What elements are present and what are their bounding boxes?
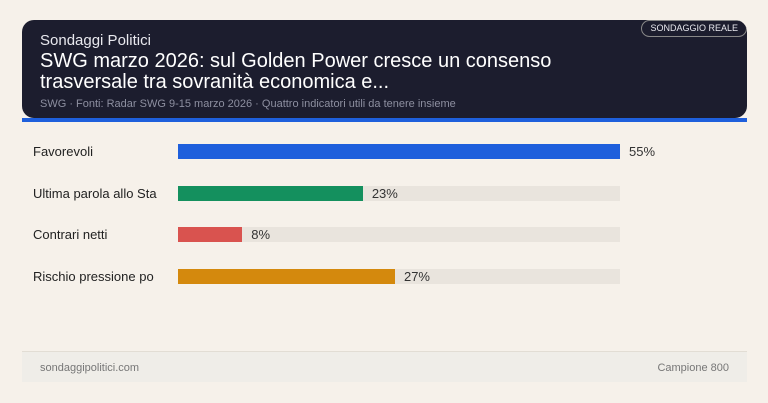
page-title: SWG marzo 2026: sul Golden Power cresce …	[40, 50, 552, 93]
bar-track	[178, 186, 620, 201]
bar-track	[178, 227, 620, 242]
footer: sondaggipolitici.com Campione 800	[22, 351, 747, 382]
category-label: Contrari netti	[33, 227, 108, 242]
header-card: Sondaggi Politici SWG marzo 2026: sul Go…	[22, 20, 747, 118]
category-label: Rischio pressione po	[33, 269, 154, 284]
bar	[178, 269, 395, 284]
category-label: Favorevoli	[33, 144, 93, 159]
bar	[178, 227, 243, 242]
site-link[interactable]: sondaggipolitici.com	[40, 362, 140, 374]
data-label: 8%	[251, 227, 271, 242]
bar	[178, 186, 363, 201]
bar-track	[178, 144, 620, 159]
sample-size: Campione 800	[657, 362, 729, 374]
data-label: 23%	[371, 186, 398, 201]
accent-line	[22, 118, 747, 122]
category-label: Ultima parola allo Sta	[33, 186, 157, 201]
subtitle: SWG · Fonti: Radar SWG 9-15 marzo 2026 ·…	[40, 98, 456, 110]
brand-name: Sondaggi Politici	[40, 32, 151, 49]
bar-track	[178, 269, 620, 284]
bar	[178, 144, 620, 159]
data-label: 27%	[403, 269, 430, 284]
data-label: 55%	[629, 144, 656, 159]
status-badge: SONDAGGIO REALE	[641, 20, 747, 37]
